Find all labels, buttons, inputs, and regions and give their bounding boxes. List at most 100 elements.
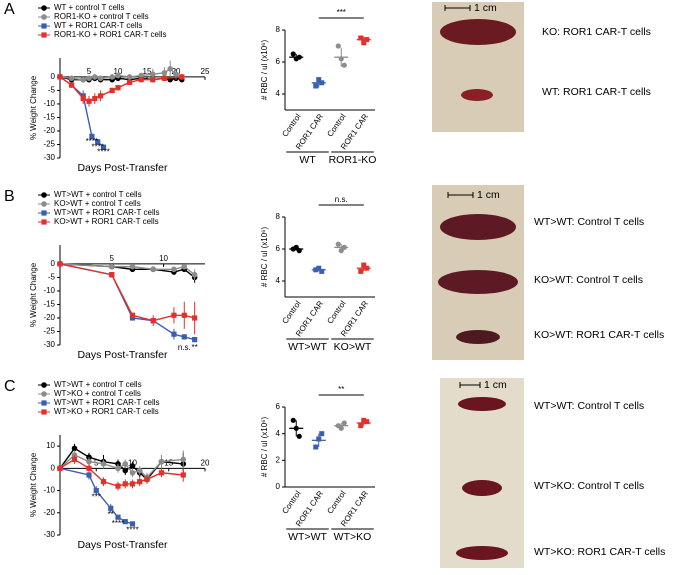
point (290, 51, 296, 57)
marker (115, 514, 121, 520)
x-axis-label: Days Post-Transfer (77, 539, 168, 551)
y-tick-label: 6 (276, 402, 281, 411)
marker (126, 74, 133, 80)
photo-backgrounds (432, 2, 524, 568)
point (335, 43, 341, 49)
y-tick-label: 4 (276, 276, 281, 285)
marker (86, 458, 92, 465)
y-tick-label: 4 (276, 429, 281, 438)
marker (57, 74, 63, 80)
marker (98, 93, 104, 99)
x-tick-label: 25 (201, 67, 210, 76)
significance-label: ** (338, 385, 344, 394)
legend-label: WT>WT + control T cells (54, 380, 142, 389)
marker (167, 66, 173, 72)
point (358, 423, 364, 429)
point (358, 35, 364, 41)
x-tick-label: Control (280, 299, 302, 325)
point (316, 265, 322, 271)
y-axis-label: % Weight Change (29, 75, 38, 140)
point (338, 56, 344, 62)
legend-label: ROR1-KO + ROR1 CAR-T cells (54, 30, 167, 39)
scale-bar (447, 192, 474, 198)
marker (150, 71, 156, 78)
x-tick-label: Control (325, 299, 347, 325)
marker (115, 85, 121, 91)
point (290, 417, 296, 423)
x-tick-label: Control (280, 489, 302, 515)
group-label: ROR1-KO (329, 154, 377, 166)
point (313, 444, 319, 450)
point (313, 83, 319, 89)
marker (181, 334, 187, 340)
scale-label: 1 cm (484, 379, 507, 391)
x-tick-label: 5 (87, 67, 92, 76)
spleen (440, 19, 516, 45)
y-tick-label: 6 (276, 57, 281, 66)
y-tick-label: 6 (276, 244, 281, 253)
legend-label: WT>WT + control T cells (54, 190, 142, 199)
marker (122, 519, 128, 525)
x-tick-label: 10 (114, 67, 123, 76)
panel-label: A (4, 1, 15, 18)
y-tick-label: -20 (43, 126, 55, 135)
marker (122, 461, 129, 467)
y-tick-label: 0 (51, 72, 56, 81)
marker (80, 76, 86, 83)
x-tick-label: 15 (143, 67, 152, 76)
point (361, 262, 367, 268)
photo-label: WT>WT: Control T cells (534, 216, 644, 228)
point (361, 417, 367, 423)
y-tick-label: -10 (43, 286, 55, 295)
y-tick-label: 0 (51, 259, 56, 268)
x-axis-label: Days Post-Transfer (77, 162, 168, 174)
photo-label: WT>WT: Control T cells (534, 400, 644, 412)
spleen (456, 546, 508, 560)
x-tick-label: 20 (201, 458, 210, 467)
marker (95, 139, 101, 145)
legend-label: KO>WT + ROR1 CAR-T cells (54, 217, 159, 226)
marker (100, 461, 107, 467)
marker (122, 467, 129, 474)
marker (192, 336, 198, 343)
y-tick-label: -30 (43, 530, 55, 539)
marker (57, 261, 63, 267)
x-tick-label: Control (280, 112, 302, 138)
marker (92, 95, 98, 102)
legend-label: WT>KO + ROR1 CAR-T cells (54, 407, 159, 416)
scale-bar (444, 5, 471, 11)
y-tick-label: -25 (43, 140, 55, 149)
group-label: WT>KO (334, 531, 372, 543)
annotation: ** (108, 510, 114, 519)
marker (129, 469, 136, 476)
point (358, 268, 364, 274)
marker (150, 318, 156, 324)
group-label: WT>WT (288, 531, 327, 543)
y-tick-label: 10 (46, 441, 55, 450)
photo-label: WT: ROR1 CAR-T cells (542, 86, 651, 98)
legend-label: WT>WT + ROR1 CAR-T cells (54, 208, 160, 217)
point (293, 425, 299, 431)
group-label: WT>WT (288, 341, 327, 353)
legend-label: ROR1-KO + control T cells (54, 12, 149, 21)
point (296, 433, 302, 439)
group-label: WT (299, 154, 316, 166)
y-tick-label: -30 (43, 153, 55, 162)
x-axis-label: Days Post-Transfer (77, 349, 168, 361)
point (319, 431, 325, 437)
marker (86, 472, 92, 478)
marker (89, 133, 95, 139)
marker (122, 481, 128, 487)
y-tick-label: 0 (276, 482, 281, 491)
annotation: n.s. (178, 343, 191, 352)
x-tick-label: Control (325, 489, 347, 515)
point (313, 267, 319, 273)
photo-label: WT>KO: Control T cells (534, 480, 644, 492)
point (338, 425, 344, 431)
y-axis-label: # RBC / ul (x10⁶) (260, 40, 269, 101)
scale-label: 1 cm (477, 189, 500, 201)
y-axis-label: # RBC / ul (x10⁶) (260, 417, 269, 478)
photo-label: WT>KO: ROR1 CAR-T cells (534, 546, 665, 558)
y-tick-label: -25 (43, 327, 55, 336)
